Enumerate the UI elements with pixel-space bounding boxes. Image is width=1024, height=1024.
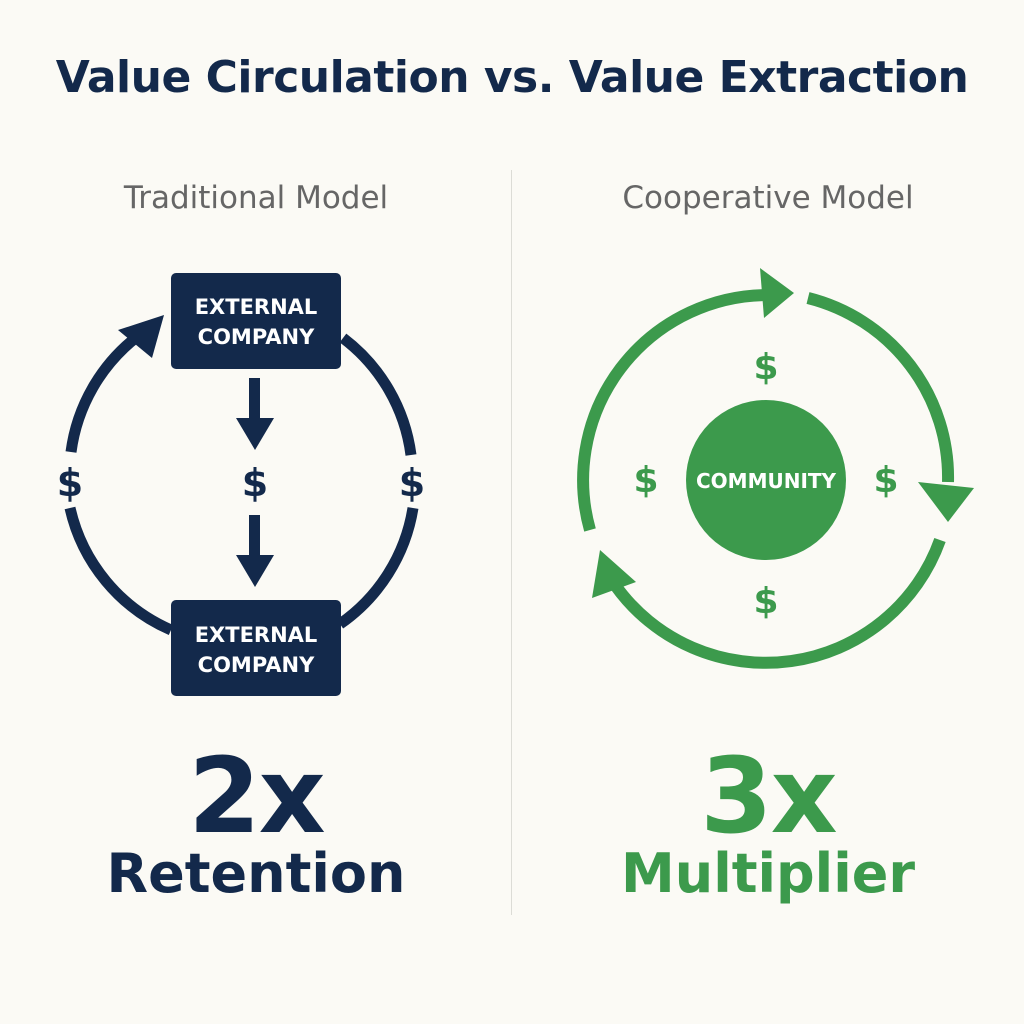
dollar-icon: $ bbox=[873, 460, 898, 501]
dollar-icon: $ bbox=[753, 347, 778, 388]
community-label: COMMUNITY bbox=[696, 469, 837, 493]
right-arrowhead-icon bbox=[918, 482, 974, 522]
dollar-icon: $ bbox=[57, 461, 83, 505]
external-company-box-bottom-line1: EXTERNAL bbox=[195, 623, 318, 647]
multiplier-metric-label: Multiplier bbox=[621, 842, 915, 905]
right-circulation-arc-top-right bbox=[806, 292, 955, 483]
external-company-box-bottom bbox=[171, 600, 341, 696]
right-arrowhead-icon bbox=[760, 268, 794, 318]
left-circulation-arc-lower-right bbox=[336, 507, 419, 629]
left-circulation-arc-lower-left bbox=[64, 506, 174, 636]
left-circulation-arc-upper-right bbox=[339, 333, 417, 456]
down-arrow-icon bbox=[236, 515, 274, 587]
external-company-box-top bbox=[171, 273, 341, 369]
right-arrowhead-icon bbox=[592, 550, 636, 598]
right-circulation-arc-top-left bbox=[577, 289, 769, 532]
down-arrow-icon bbox=[236, 378, 274, 450]
traditional-model-diagram: EXTERNAL COMPANY EXTERNAL COMPANY $ $ $ bbox=[57, 273, 425, 696]
external-company-box-top-line2: COMPANY bbox=[198, 325, 315, 349]
cooperative-model-diagram: COMMUNITY $ $ $ $ bbox=[577, 268, 974, 669]
page-title: Value Circulation vs. Value Extraction bbox=[55, 52, 969, 103]
dollar-icon: $ bbox=[753, 581, 778, 622]
dollar-icon: $ bbox=[399, 461, 425, 505]
right-circulation-arc-bottom bbox=[610, 537, 946, 669]
multiplier-metric-value: 3x bbox=[700, 735, 837, 857]
community-circle bbox=[686, 400, 846, 560]
traditional-model-subtitle: Traditional Model bbox=[123, 180, 389, 216]
left-arrowhead-icon bbox=[118, 315, 164, 358]
dollar-icon: $ bbox=[633, 460, 658, 501]
retention-metric-label: Retention bbox=[106, 842, 406, 905]
dollar-icon: $ bbox=[242, 461, 268, 505]
external-company-box-bottom-line2: COMPANY bbox=[198, 653, 315, 677]
left-circulation-arc-upper-left bbox=[65, 331, 142, 453]
center-divider bbox=[511, 170, 512, 915]
retention-metric-value: 2x bbox=[188, 735, 325, 857]
external-company-box-top-line1: EXTERNAL bbox=[195, 295, 318, 319]
cooperative-model-subtitle: Cooperative Model bbox=[622, 180, 914, 216]
